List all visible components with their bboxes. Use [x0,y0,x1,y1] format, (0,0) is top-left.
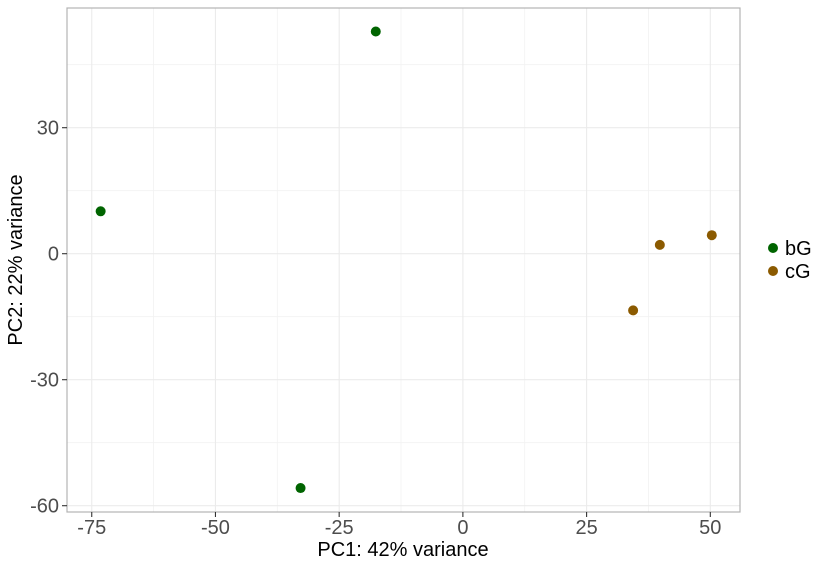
grid-major-lines [67,8,740,512]
data-point-bG [95,206,106,217]
x-axis-tick-label: 0 [457,517,468,539]
data-points [95,26,717,494]
data-point-cG [654,239,665,250]
axis-ticks [62,127,711,517]
x-axis-tick-label: -75 [77,517,106,539]
legend-key-cG [768,266,778,276]
data-point-cG [628,305,639,316]
y-axis-tick-label: -60 [30,496,59,518]
plot-panel-border [66,7,741,513]
data-point-bG [370,26,381,37]
y-axis-tick-label: 30 [37,118,59,140]
y-axis-tick-label: -30 [30,370,59,392]
y-axis-tick-labels: -60 -30 0 30 [30,118,59,518]
x-axis-tick-labels: -75 -50 -25 0 25 50 [77,517,721,539]
data-point-cG [706,230,717,241]
legend-label-cG: cG [785,261,811,283]
y-axis-title: PC2: 22% variance [5,174,27,345]
x-axis-tick-label: 50 [699,517,721,539]
data-point-bG [295,483,306,494]
x-axis-tick-label: -50 [201,517,230,539]
legend-label-bG: bG [785,238,812,260]
x-axis-tick-label: 25 [575,517,597,539]
grid-minor-lines [67,8,740,512]
x-axis-tick-label: -25 [325,517,354,539]
y-axis-tick-label: 0 [48,244,59,266]
legend-key-bG [768,243,778,253]
x-axis-title: PC1: 42% variance [317,539,488,561]
